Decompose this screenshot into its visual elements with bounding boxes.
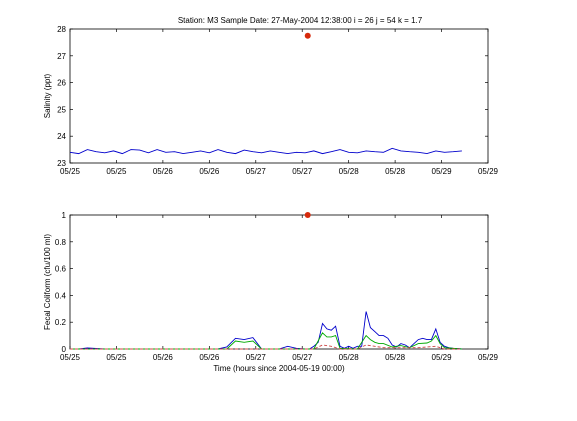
fecal-coliform-sample-marker [304, 212, 311, 218]
fecal-coliform-x-tick-label: 05/25 [106, 353, 127, 362]
salinity-y-axis-label: Salinity (ppt) [43, 73, 52, 118]
salinity-x-tick-label: 05/25 [106, 167, 127, 176]
fecal-coliform-y-tick-label: 0.8 [55, 238, 67, 247]
salinity-y-tick-label: 25 [57, 105, 66, 114]
salinity-y-tick-label: 23 [57, 159, 66, 168]
fecal-coliform-plot-frame [69, 214, 489, 350]
fecal-coliform-series-line-green [70, 332, 462, 350]
fecal-coliform-series-line-dashed [70, 344, 462, 350]
fecal-coliform-y-tick-label: 1 [62, 211, 67, 220]
fecal-coliform-y-axis-label: Fecal Coliform (cfu/100 ml) [43, 234, 52, 330]
fecal-coliform-x-tick-label: 05/27 [292, 353, 313, 362]
salinity-x-tick-label: 05/29 [478, 167, 499, 176]
salinity-sample-marker [304, 32, 311, 39]
fecal-coliform-x-tick-label: 05/26 [153, 353, 174, 362]
salinity-x-tick-label: 05/27 [246, 167, 267, 176]
salinity-x-tick-label: 05/27 [292, 167, 313, 176]
salinity-series-line [69, 147, 462, 155]
fecal-coliform-x-tick-label: 05/28 [339, 353, 360, 362]
salinity-x-tick-label: 05/29 [432, 167, 453, 176]
fecal-coliform-x-tick-label: 05/25 [60, 353, 81, 362]
figure-title: Station: M3 Sample Date: 27-May-2004 12:… [178, 16, 423, 25]
salinity-x-tick-label: 05/25 [60, 167, 81, 176]
salinity-x-tick-label: 05/28 [385, 167, 406, 176]
fecal-coliform-x-tick-label: 05/29 [432, 353, 453, 362]
salinity-plot-frame [69, 28, 489, 164]
fecal-coliform-x-tick-label: 05/29 [478, 353, 499, 362]
fecal-coliform-y-tick-label: 0.2 [55, 318, 67, 327]
salinity-x-tick-label: 05/26 [153, 167, 174, 176]
fecal-coliform-y-tick-label: 0.4 [55, 291, 67, 300]
salinity-y-tick-label: 27 [57, 52, 66, 61]
salinity-axes: 05/25 05/25 05/26 05/26 05/27 05/27 05/28 05/28… [43, 25, 499, 176]
fecal-coliform-x-tick-label: 05/28 [385, 353, 406, 362]
salinity-y-tick-label: 28 [57, 25, 66, 34]
salinity-x-tick-label: 05/28 [339, 167, 360, 176]
fecal-coliform-y-tick-label: 0.6 [55, 265, 67, 274]
fecal-coliform-x-tick-label: 05/26 [199, 353, 220, 362]
fecal-coliform-axes: 05/25 05/25 05/26 05/26 05/27 05/27 05/28 05/28… [43, 211, 499, 373]
fecal-coliform-x-tick-label: 05/27 [246, 353, 267, 362]
time-x-axis-label: Time (hours since 2004-05-19 00:00) [213, 364, 345, 373]
fecal-coliform-y-tick-label: 0 [62, 345, 67, 354]
salinity-y-tick-label: 26 [57, 79, 66, 88]
salinity-x-tick-label: 05/26 [199, 167, 220, 176]
salinity-y-tick-label: 24 [57, 132, 66, 141]
